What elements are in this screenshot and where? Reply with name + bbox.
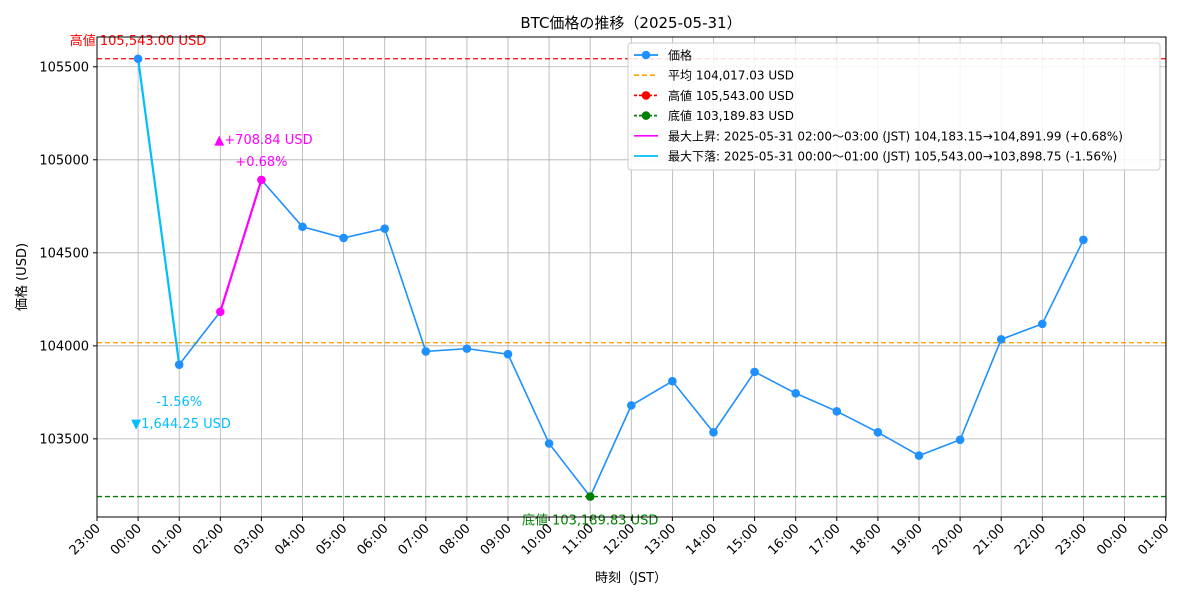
y-axis: 103500 104000 104500 105000 105500 bbox=[39, 60, 97, 447]
data-point bbox=[1079, 235, 1088, 245]
legend-swatch-marker bbox=[641, 91, 651, 100]
rise-percent-annotation: +0.68% bbox=[235, 155, 287, 170]
data-point bbox=[380, 224, 390, 233]
data-point bbox=[955, 435, 965, 445]
data-point bbox=[750, 367, 759, 377]
data-point bbox=[832, 407, 842, 416]
highlight-segment bbox=[137, 58, 181, 365]
price-series bbox=[133, 54, 1088, 501]
legend-label: 平均 104,017.03 USD bbox=[668, 69, 794, 83]
y-tick-label: 103500 bbox=[39, 432, 89, 447]
data-point bbox=[873, 428, 883, 437]
y-tick-label: 105500 bbox=[39, 60, 89, 75]
data-point bbox=[709, 428, 718, 437]
legend-label: 最大上昇: 2025-05-31 02:00〜03:00 (JST) 104,1… bbox=[668, 129, 1123, 143]
fall-amount-annotation: ▼1,644.25 USD bbox=[131, 417, 231, 432]
legend-box bbox=[627, 42, 1161, 171]
data-point bbox=[174, 360, 184, 369]
data-point bbox=[421, 347, 431, 356]
data-point bbox=[627, 401, 636, 410]
high-annotation: 高値 105,543.00 USD bbox=[70, 33, 206, 49]
y-tick-label: 105000 bbox=[39, 153, 89, 168]
legend-label: 最大下落: 2025-05-31 00:00〜01:00 (JST) 105,5… bbox=[668, 150, 1117, 164]
data-point bbox=[462, 344, 472, 353]
legend-swatch-marker bbox=[641, 50, 651, 60]
data-point bbox=[257, 175, 266, 185]
legend-label: 価格 bbox=[668, 48, 692, 63]
fall-percent-annotation: -1.56% bbox=[156, 395, 202, 410]
data-point bbox=[503, 349, 513, 359]
highlight-segment bbox=[219, 179, 263, 313]
y-tick-label: 104000 bbox=[39, 339, 89, 354]
data-point bbox=[668, 376, 677, 386]
data-point bbox=[585, 492, 595, 501]
data-point bbox=[216, 307, 225, 317]
data-point bbox=[298, 222, 307, 232]
legend-label: 底値 103,189.83 USD bbox=[668, 108, 794, 123]
chart-title: BTC価格の推移（2025-05-31） bbox=[520, 14, 741, 32]
legend-swatch-marker bbox=[641, 111, 651, 120]
data-point bbox=[1038, 319, 1047, 329]
data-point bbox=[914, 451, 924, 460]
rise-amount-annotation: ▲+708.84 USD bbox=[214, 133, 312, 148]
data-point bbox=[339, 233, 348, 243]
grid bbox=[96, 37, 1166, 517]
price-line bbox=[137, 58, 1085, 499]
x-axis-label: 時刻（JST） bbox=[595, 571, 667, 586]
data-point bbox=[544, 439, 554, 448]
data-point bbox=[133, 54, 143, 64]
y-axis-label: 価格 (USD) bbox=[14, 243, 30, 311]
data-point bbox=[996, 335, 1006, 344]
legend-label: 高値 105,543.00 USD bbox=[668, 88, 794, 103]
y-tick-label: 104500 bbox=[39, 246, 89, 261]
data-point bbox=[791, 388, 800, 398]
